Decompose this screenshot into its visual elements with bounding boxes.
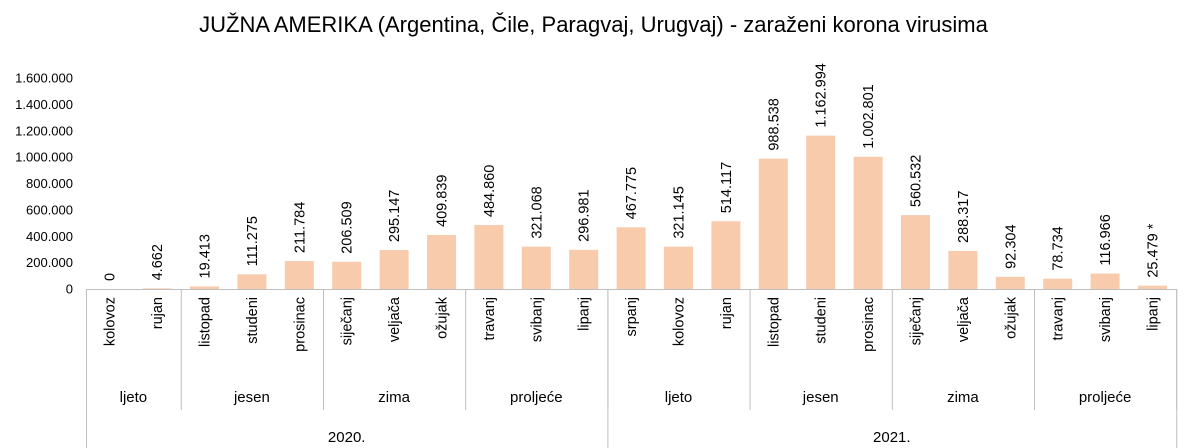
category-label: siječanj <box>909 297 925 345</box>
category-label: rujan <box>719 297 735 329</box>
data-label: 288.317 <box>956 191 972 243</box>
data-label: 116.966 <box>1098 214 1114 265</box>
category-label: kolovoz <box>672 297 688 346</box>
season-label: jesen <box>802 389 839 406</box>
category-label: siječanj <box>340 297 356 345</box>
category-label: svibanj <box>529 297 545 342</box>
chart-title: JUŽNA AMERIKA (Argentina, Čile, Paragvaj… <box>199 12 988 37</box>
y-tick-label: 1.400.000 <box>15 97 73 112</box>
season-label: ljeto <box>665 389 693 406</box>
data-label: 296.981 <box>577 189 593 241</box>
data-label: 321.145 <box>672 186 688 238</box>
year-label: 2021. <box>873 429 911 446</box>
category-label: svibanj <box>1098 297 1114 342</box>
bar <box>1090 273 1120 289</box>
data-label: 0 <box>103 273 119 281</box>
category-label: studeni <box>814 297 830 344</box>
bar <box>569 249 599 289</box>
category-label: rujan <box>150 297 166 329</box>
y-tick-label: 1.200.000 <box>15 123 73 138</box>
data-label: 206.509 <box>340 201 356 253</box>
y-tick-label: 400.000 <box>26 229 73 244</box>
data-label: 484.860 <box>482 165 498 217</box>
bar <box>427 234 456 289</box>
bar <box>142 288 172 289</box>
category-label: prosinac <box>861 297 877 352</box>
bar <box>711 221 741 289</box>
bar <box>616 227 646 289</box>
data-label: 4.662 <box>150 244 166 280</box>
bar <box>758 158 788 289</box>
bar <box>948 250 978 289</box>
season-label: zima <box>378 389 410 406</box>
bar <box>995 276 1025 289</box>
bar <box>474 225 504 289</box>
season-label: jesen <box>233 389 270 406</box>
year-label: 2020. <box>328 429 366 446</box>
data-label: 92.304 <box>1003 224 1019 268</box>
data-label: 467.775 <box>624 167 640 219</box>
bar <box>806 135 836 289</box>
category-label: studeni <box>245 297 261 344</box>
bar <box>332 261 362 289</box>
bar <box>853 156 883 289</box>
data-label: 19.413 <box>198 234 214 278</box>
category-label: listopad <box>198 297 214 347</box>
data-label: 25.479 * <box>1146 223 1162 277</box>
bar <box>284 261 314 289</box>
bar <box>1138 285 1167 289</box>
category-label: srpanj <box>624 297 640 337</box>
y-tick-label: 0 <box>66 282 73 297</box>
bar <box>664 246 693 289</box>
data-label: 111.275 <box>245 216 261 266</box>
bar <box>1043 278 1073 289</box>
data-label: 321.068 <box>529 186 545 238</box>
category-label: ožujak <box>1003 296 1019 339</box>
category-label: travanj <box>482 297 498 341</box>
data-label: 409.839 <box>435 175 451 227</box>
data-label: 560.532 <box>909 155 925 207</box>
y-tick-label: 200.000 <box>26 255 73 270</box>
y-tick-label: 800.000 <box>26 176 73 191</box>
y-tick-label: 600.000 <box>26 202 73 217</box>
data-label: 514.117 <box>719 162 735 213</box>
category-label: prosinac <box>292 297 308 352</box>
bar <box>237 274 267 289</box>
category-label: kolovoz <box>103 297 119 346</box>
category-label: lipanj <box>577 297 593 331</box>
season-label: ljeto <box>120 389 148 406</box>
category-label: travanj <box>1051 297 1067 341</box>
bar <box>901 215 930 289</box>
data-label: 988.538 <box>766 98 782 150</box>
category-label: veljača <box>956 296 972 342</box>
category-label: listopad <box>766 297 782 347</box>
bar <box>521 246 551 289</box>
category-label: lipanj <box>1146 297 1162 331</box>
data-label: 295.147 <box>387 190 403 242</box>
y-tick-label: 1.600.000 <box>15 71 73 86</box>
season-label: zima <box>947 389 979 406</box>
season-label: proljeće <box>510 389 563 406</box>
data-label: 1.002.801 <box>861 84 877 149</box>
data-label: 1.162.994 <box>814 63 830 128</box>
category-label: veljača <box>387 296 403 342</box>
data-label: 78.734 <box>1051 226 1067 270</box>
category-label: ožujak <box>435 296 451 339</box>
data-label: 211.784 <box>292 202 308 253</box>
season-label: proljeće <box>1079 389 1132 406</box>
y-tick-label: 1.000.000 <box>15 150 73 165</box>
bar <box>190 286 219 289</box>
bar <box>379 250 409 289</box>
